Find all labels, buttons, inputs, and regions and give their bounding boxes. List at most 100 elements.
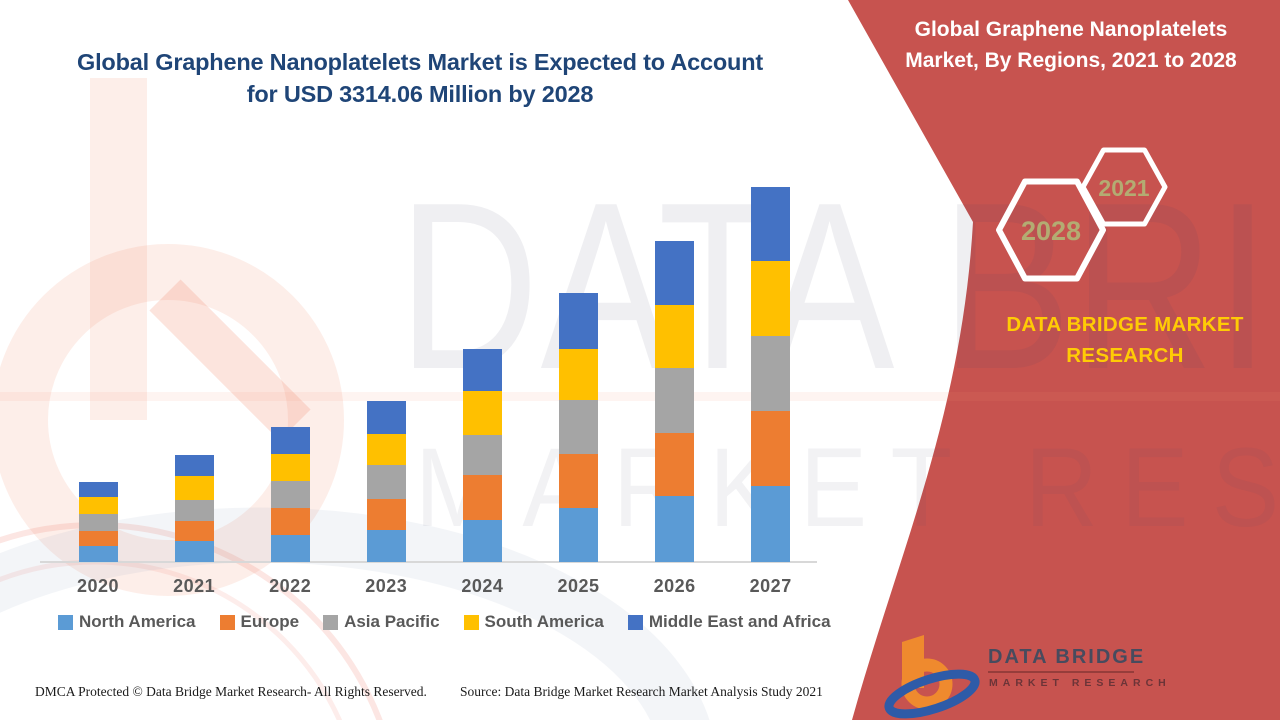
legend-swatch: [627, 614, 643, 630]
bar-segment-2024-middle-east-and-africa: [462, 349, 502, 391]
bar-segment-2025-north-america: [559, 508, 598, 562]
bar-segment-2020-south-america: [78, 497, 118, 514]
page-title: Global Graphene Nanoplatelets Market is …: [50, 46, 790, 111]
side-panel-title: Global Graphene Nanoplatelets Market, By…: [872, 14, 1270, 76]
bar-segment-2023-south-america: [366, 434, 406, 465]
bar-segment-2027-south-america: [751, 261, 791, 336]
x-axis-label-2024: 2024: [461, 576, 504, 596]
watermark-swoosh: [0, 507, 710, 720]
logo-divider: [988, 671, 1134, 673]
bar-segment-2024-asia-pacific: [462, 435, 502, 475]
bar-segment-2021-south-america: [174, 476, 214, 500]
watermark-b-bowl: [0, 244, 344, 596]
bar-2022: [270, 427, 310, 562]
bar-segment-2020-asia-pacific: [78, 514, 118, 531]
legend-item-middle-east-and-africa: Middle East and Africa: [627, 612, 831, 632]
bar-2023: [366, 401, 406, 562]
x-axis-label-2026: 2026: [653, 576, 696, 596]
bar-segment-2027-north-america: [751, 486, 791, 562]
hexagon-2021: [1080, 147, 1168, 227]
bar-segment-2026-europe: [655, 433, 695, 496]
x-axis-label-2021: 2021: [173, 576, 216, 596]
bar-2026: [655, 241, 695, 562]
legend-swatch: [219, 614, 235, 630]
chart-legend: North America Europe Asia Pacific South Ame…: [58, 612, 831, 632]
legend-swatch: [323, 614, 339, 630]
legend-swatch: [463, 614, 479, 630]
logo-swoosh: [884, 669, 980, 719]
watermark-b-diagonal: [149, 279, 311, 441]
brand-wordmark: DATA BRIDGE MARKET RESEARCH: [955, 310, 1280, 372]
bar-2024: [462, 349, 502, 562]
bar-segment-2023-north-america: [366, 530, 406, 562]
bar-segment-2026-north-america: [655, 496, 695, 562]
red-panel-shape: [848, 0, 1280, 720]
x-axis-label-2022: 2022: [269, 576, 312, 596]
bar-2020: [78, 482, 118, 562]
brand-wordmark-line1: DATA BRIDGE MARKET: [1006, 313, 1244, 336]
bar-2021: [174, 455, 214, 562]
bar-segment-2022-middle-east-and-africa: [270, 427, 310, 454]
legend-item-north-america: North America: [58, 612, 196, 632]
bar-segment-2027-europe: [751, 411, 791, 486]
side-panel-title-line1: Global Graphene Nanoplatelets: [914, 18, 1228, 41]
legend-swatch: [58, 614, 73, 630]
hexagon-2028: [996, 178, 1106, 282]
bar-segment-2022-europe: [270, 508, 310, 535]
bar-segment-2025-asia-pacific: [559, 400, 598, 454]
legend-label: Asia Pacific: [344, 612, 440, 631]
bar-segment-2021-asia-pacific: [174, 500, 214, 521]
bar-segment-2025-middle-east-and-africa: [559, 293, 598, 349]
bar-segment-2020-middle-east-and-africa: [78, 482, 118, 497]
x-axis-line: [40, 561, 817, 563]
bar-segment-2021-middle-east-and-africa: [174, 455, 214, 476]
bar-segment-2020-north-america: [78, 546, 118, 562]
bar-segment-2026-middle-east-and-africa: [655, 241, 695, 305]
bar-segment-2026-asia-pacific: [655, 368, 695, 433]
x-axis-label-2027: 2027: [749, 576, 792, 596]
x-axis-label-2023: 2023: [365, 576, 408, 596]
page-title-line1: Global Graphene Nanoplatelets Market is …: [77, 49, 763, 75]
bar-segment-2023-asia-pacific: [366, 465, 406, 499]
bar-segment-2022-south-america: [270, 454, 310, 481]
hexagon-2021-label: 2021: [1098, 175, 1149, 201]
bar-2025: [559, 293, 598, 562]
bar-segment-2027-middle-east-and-africa: [751, 187, 791, 261]
bar-segment-2022-north-america: [270, 535, 310, 562]
page-title-line2: for USD 3314.06 Million by 2028: [246, 81, 594, 108]
bar-segment-2027-asia-pacific: [751, 336, 791, 411]
hexagon-2028-label: 2028: [1021, 216, 1081, 246]
bar-segment-2026-south-america: [655, 305, 695, 368]
bar-segment-2020-europe: [78, 531, 118, 546]
legend-label: South America: [484, 612, 604, 631]
bar-segment-2024-europe: [462, 475, 502, 520]
legend-label: North America: [79, 612, 196, 631]
bar-segment-2021-europe: [174, 521, 214, 541]
source-text: Source: Data Bridge Market Research Mark…: [460, 684, 823, 699]
legend-item-asia-pacific: Asia Pacific: [323, 612, 440, 632]
bar-segment-2023-europe: [366, 499, 406, 530]
watermark-stripe: [0, 392, 1280, 401]
legend-item-europe: Europe: [219, 612, 300, 632]
watermark-b-stem: [90, 78, 147, 420]
logo-name-text: DATA BRIDGE: [988, 646, 1146, 668]
data-bridge-logo-icon: [884, 635, 980, 719]
dmca-copyright-text: DMCA Protected © Data Bridge Market Rese…: [35, 684, 427, 699]
side-panel-title-line2: Market, By Regions, 2021 to 2028: [905, 49, 1237, 73]
legend-label: Middle East and Africa: [648, 612, 831, 631]
brand-wordmark-line2: RESEARCH: [1066, 343, 1184, 367]
bar-segment-2024-south-america: [462, 391, 502, 435]
bar-2027: [751, 187, 791, 562]
legend-label: Europe: [240, 612, 300, 631]
x-axis-label-2025: 2025: [557, 576, 600, 596]
logo-subtitle-text: MARKET RESEARCH: [989, 677, 1171, 689]
legend-item-south-america: South America: [463, 612, 604, 632]
bar-segment-2024-north-america: [462, 520, 502, 562]
x-axis-label-2020: 2020: [76, 576, 120, 596]
bar-segment-2025-europe: [559, 454, 598, 508]
bar-segment-2025-south-america: [559, 349, 598, 400]
